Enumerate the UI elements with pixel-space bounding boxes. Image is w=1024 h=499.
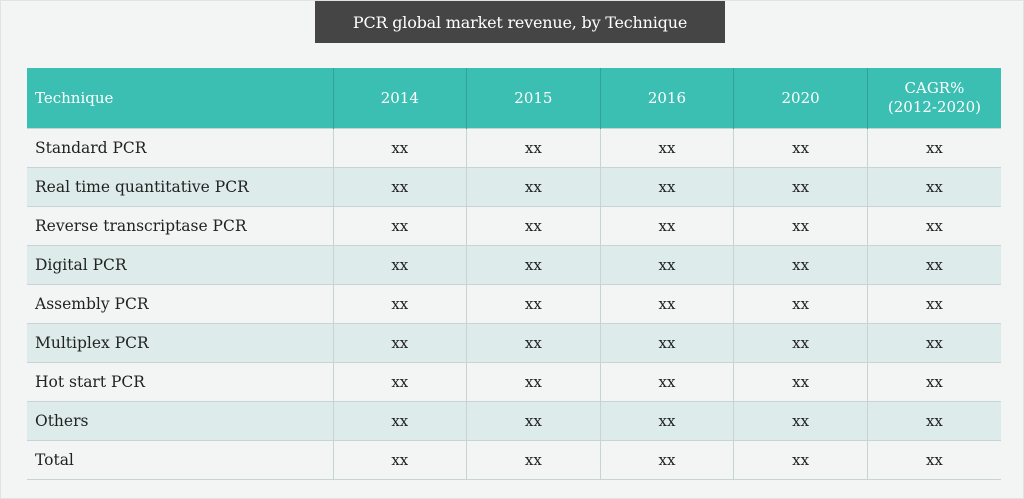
table-row: Assembly PCR xx xx xx xx xx — [27, 284, 1001, 324]
table-row: Hot start PCR xx xx xx xx xx — [27, 362, 1001, 402]
table-row: Total xx xx xx xx xx — [27, 440, 1001, 480]
value-2020: xx — [733, 440, 868, 480]
value-2014: xx — [332, 128, 467, 168]
table-title: PCR global market revenue, by Technique — [315, 1, 725, 43]
value-2020: xx — [733, 245, 868, 285]
value-cagr: xx — [866, 440, 1001, 480]
value-cagr: xx — [866, 245, 1001, 285]
value-2015: xx — [466, 245, 601, 285]
value-2014: xx — [332, 284, 467, 324]
technique-label: Digital PCR — [27, 245, 333, 285]
value-2020: xx — [733, 167, 868, 207]
table-row: Multiplex PCR xx xx xx xx xx — [27, 323, 1001, 363]
header-cagr-label: CAGR% — [904, 79, 965, 97]
table-row: Digital PCR xx xx xx xx xx — [27, 245, 1001, 285]
header-row: Technique 2014 2015 2016 2020 CAGR% (201… — [27, 68, 1001, 129]
value-cagr: xx — [866, 128, 1001, 168]
value-2014: xx — [332, 440, 467, 480]
value-cagr: xx — [866, 167, 1001, 207]
table-row: Standard PCR xx xx xx xx xx — [27, 128, 1001, 168]
value-2015: xx — [466, 128, 601, 168]
value-2016: xx — [599, 206, 734, 246]
header-year-2020: 2020 — [733, 68, 868, 129]
value-cagr: xx — [866, 362, 1001, 402]
value-2016: xx — [599, 362, 734, 402]
value-2020: xx — [733, 284, 868, 324]
value-2016: xx — [599, 284, 734, 324]
technique-label: Real time quantitative PCR — [27, 167, 333, 207]
technique-label: Multiplex PCR — [27, 323, 333, 363]
table-header: Technique 2014 2015 2016 2020 CAGR% (201… — [27, 68, 1001, 129]
technique-label: Total — [27, 440, 333, 480]
value-2016: xx — [599, 323, 734, 363]
value-2014: xx — [332, 206, 467, 246]
value-2016: xx — [599, 440, 734, 480]
value-2014: xx — [332, 245, 467, 285]
value-2015: xx — [466, 440, 601, 480]
header-year-2014: 2014 — [332, 68, 467, 129]
value-2015: xx — [466, 206, 601, 246]
value-2014: xx — [332, 401, 467, 441]
value-2016: xx — [599, 401, 734, 441]
table-body: Standard PCR xx xx xx xx xx Real time quantita… — [27, 128, 1001, 480]
value-2015: xx — [466, 401, 601, 441]
header-technique: Technique — [27, 68, 333, 129]
table-row: Reverse transcriptase PCR xx xx xx xx xx — [27, 206, 1001, 246]
value-2015: xx — [466, 284, 601, 324]
value-2020: xx — [733, 401, 868, 441]
value-2015: xx — [466, 362, 601, 402]
technique-label: Others — [27, 401, 333, 441]
header-year-2015: 2015 — [466, 68, 601, 129]
technique-label: Standard PCR — [27, 128, 333, 168]
value-2020: xx — [733, 128, 868, 168]
value-2020: xx — [733, 323, 868, 363]
value-2014: xx — [332, 167, 467, 207]
header-year-2016: 2016 — [599, 68, 734, 129]
value-2016: xx — [599, 128, 734, 168]
technique-label: Assembly PCR — [27, 284, 333, 324]
revenue-table: Technique 2014 2015 2016 2020 CAGR% (201… — [27, 68, 1001, 480]
header-cagr: CAGR% (2012-2020) — [866, 68, 1001, 129]
value-2016: xx — [599, 167, 734, 207]
value-2020: xx — [733, 206, 868, 246]
table-row: Real time quantitative PCR xx xx xx xx xx — [27, 167, 1001, 207]
value-cagr: xx — [866, 401, 1001, 441]
value-2015: xx — [466, 167, 601, 207]
value-cagr: xx — [866, 323, 1001, 363]
table-row: Others xx xx xx xx xx — [27, 401, 1001, 441]
value-2020: xx — [733, 362, 868, 402]
value-cagr: xx — [866, 284, 1001, 324]
technique-label: Reverse transcriptase PCR — [27, 206, 333, 246]
value-2014: xx — [332, 362, 467, 402]
value-2015: xx — [466, 323, 601, 363]
value-cagr: xx — [866, 206, 1001, 246]
value-2016: xx — [599, 245, 734, 285]
technique-label: Hot start PCR — [27, 362, 333, 402]
header-cagr-period: (2012-2020) — [887, 98, 981, 116]
value-2014: xx — [332, 323, 467, 363]
